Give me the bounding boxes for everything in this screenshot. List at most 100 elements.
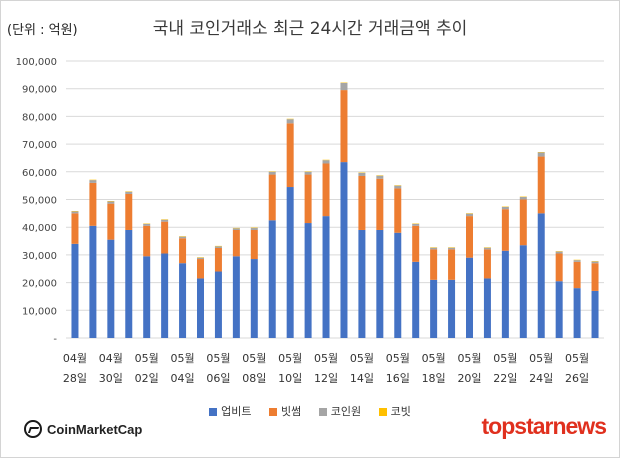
bar-segment xyxy=(89,182,97,226)
x-tick-day: 26일 xyxy=(565,371,589,385)
bar-segment xyxy=(358,172,366,176)
bar-segment xyxy=(573,288,581,338)
legend-label-upbit: 업비트 xyxy=(221,405,252,418)
bar-segment xyxy=(322,216,330,338)
bar-segment xyxy=(179,236,187,239)
bar-segment xyxy=(197,257,204,260)
bar-segment xyxy=(143,223,151,226)
bar-segment xyxy=(573,260,581,262)
bar-segment xyxy=(519,199,527,246)
bar-segment xyxy=(394,188,402,233)
legend-swatch-coinone xyxy=(318,408,327,416)
bar-segment xyxy=(322,163,330,217)
bar-segment xyxy=(537,152,545,157)
x-tick-month: 05월 xyxy=(386,352,410,365)
bar-segment xyxy=(197,278,204,338)
x-tick-day: 28일 xyxy=(63,371,87,385)
y-tick-label: 40,000 xyxy=(22,223,57,234)
x-tick-month: 05월 xyxy=(171,352,195,365)
legend-item-korbit: 코빗 xyxy=(378,403,411,419)
y-tick-label: 20,000 xyxy=(22,279,57,290)
legend-swatch-upbit xyxy=(209,408,218,416)
bar-segment xyxy=(232,229,240,257)
bar-segment xyxy=(448,249,456,280)
x-tick-month: 05월 xyxy=(206,352,230,365)
bar-segment xyxy=(340,162,348,338)
bar-segment xyxy=(376,175,384,179)
x-tick-day: 10일 xyxy=(278,371,302,385)
bar-segment xyxy=(286,123,294,188)
bar-segment xyxy=(555,281,563,338)
bar-segment xyxy=(483,278,491,338)
bar-segment xyxy=(71,243,79,338)
bar-segment xyxy=(501,206,509,210)
bar-segment xyxy=(483,249,491,279)
bar-segment xyxy=(537,213,545,338)
bar-segment xyxy=(125,229,133,338)
x-tick-month: 05월 xyxy=(422,352,446,365)
bar-segment xyxy=(286,119,294,124)
bar-segment xyxy=(232,256,240,338)
bar-segment xyxy=(250,229,258,260)
legend-swatch-bithumb xyxy=(269,408,277,416)
bar-segment xyxy=(412,261,420,338)
legend-label-bithumb: 빗썸 xyxy=(281,405,302,418)
bar-segment xyxy=(125,191,133,194)
legend-swatch-korbit xyxy=(378,408,387,416)
bar-segment xyxy=(304,223,312,338)
x-tick-month: 05월 xyxy=(350,352,374,365)
bar-segment xyxy=(519,197,527,200)
bar-segment xyxy=(214,246,222,248)
bar-segment xyxy=(555,253,563,282)
y-tick-label: 30,000 xyxy=(22,251,57,262)
x-tick-day: 02일 xyxy=(135,371,159,385)
bar-segment xyxy=(143,256,151,338)
bar-segment xyxy=(214,247,222,272)
x-tick-month: 05월 xyxy=(135,352,159,365)
y-tick-label: 50,000 xyxy=(22,196,57,207)
bar-segment xyxy=(358,175,366,230)
bar-segment xyxy=(71,213,79,244)
bar-segment xyxy=(555,251,563,254)
coinmarketcap-text: CoinMarketCap xyxy=(47,421,143,437)
x-tick-month: 04월 xyxy=(63,352,87,365)
x-tick-day: 24일 xyxy=(529,371,553,385)
bar-segment xyxy=(107,201,115,204)
bar-segment xyxy=(89,180,97,183)
y-tick-label: 80,000 xyxy=(22,112,57,123)
x-tick-day: 22일 xyxy=(493,371,517,385)
bar-segment xyxy=(179,238,187,264)
bar-segment xyxy=(89,225,97,338)
legend: 업비트 빗썸 코인원 코빗 xyxy=(0,403,620,419)
bar-segment xyxy=(519,245,527,338)
x-tick-month: 05월 xyxy=(314,352,338,365)
y-tick-label: - xyxy=(53,334,57,345)
bar-segment xyxy=(161,253,169,338)
bar-segment xyxy=(430,247,438,250)
bar-segment xyxy=(358,229,366,338)
bar-segment xyxy=(197,259,204,279)
x-tick-month: 05월 xyxy=(278,352,302,365)
bar-segment xyxy=(573,261,581,289)
chart-title: 국내 코인거래소 최근 24시간 거래금액 추이 xyxy=(152,19,468,39)
x-tick-day: 18일 xyxy=(422,371,446,385)
bar-segment xyxy=(501,250,509,338)
bar-segment xyxy=(286,187,294,338)
legend-item-bithumb: 빗썸 xyxy=(269,403,301,419)
x-tick-day: 14일 xyxy=(350,371,374,385)
y-tick-label: 60,000 xyxy=(22,168,57,179)
bar-segment xyxy=(268,171,276,175)
bar-segment xyxy=(412,223,420,226)
x-tick-day: 16일 xyxy=(386,371,410,385)
x-tick-day: 20일 xyxy=(457,371,481,385)
bar-segment xyxy=(304,174,312,224)
y-tick-label: 90,000 xyxy=(22,85,57,96)
bar-segment xyxy=(430,279,438,338)
bar-segment xyxy=(214,271,222,338)
bar-segment xyxy=(107,203,115,240)
x-tick-month: 05월 xyxy=(457,352,481,365)
bar-segment xyxy=(161,221,169,254)
bar-segment xyxy=(143,225,151,257)
